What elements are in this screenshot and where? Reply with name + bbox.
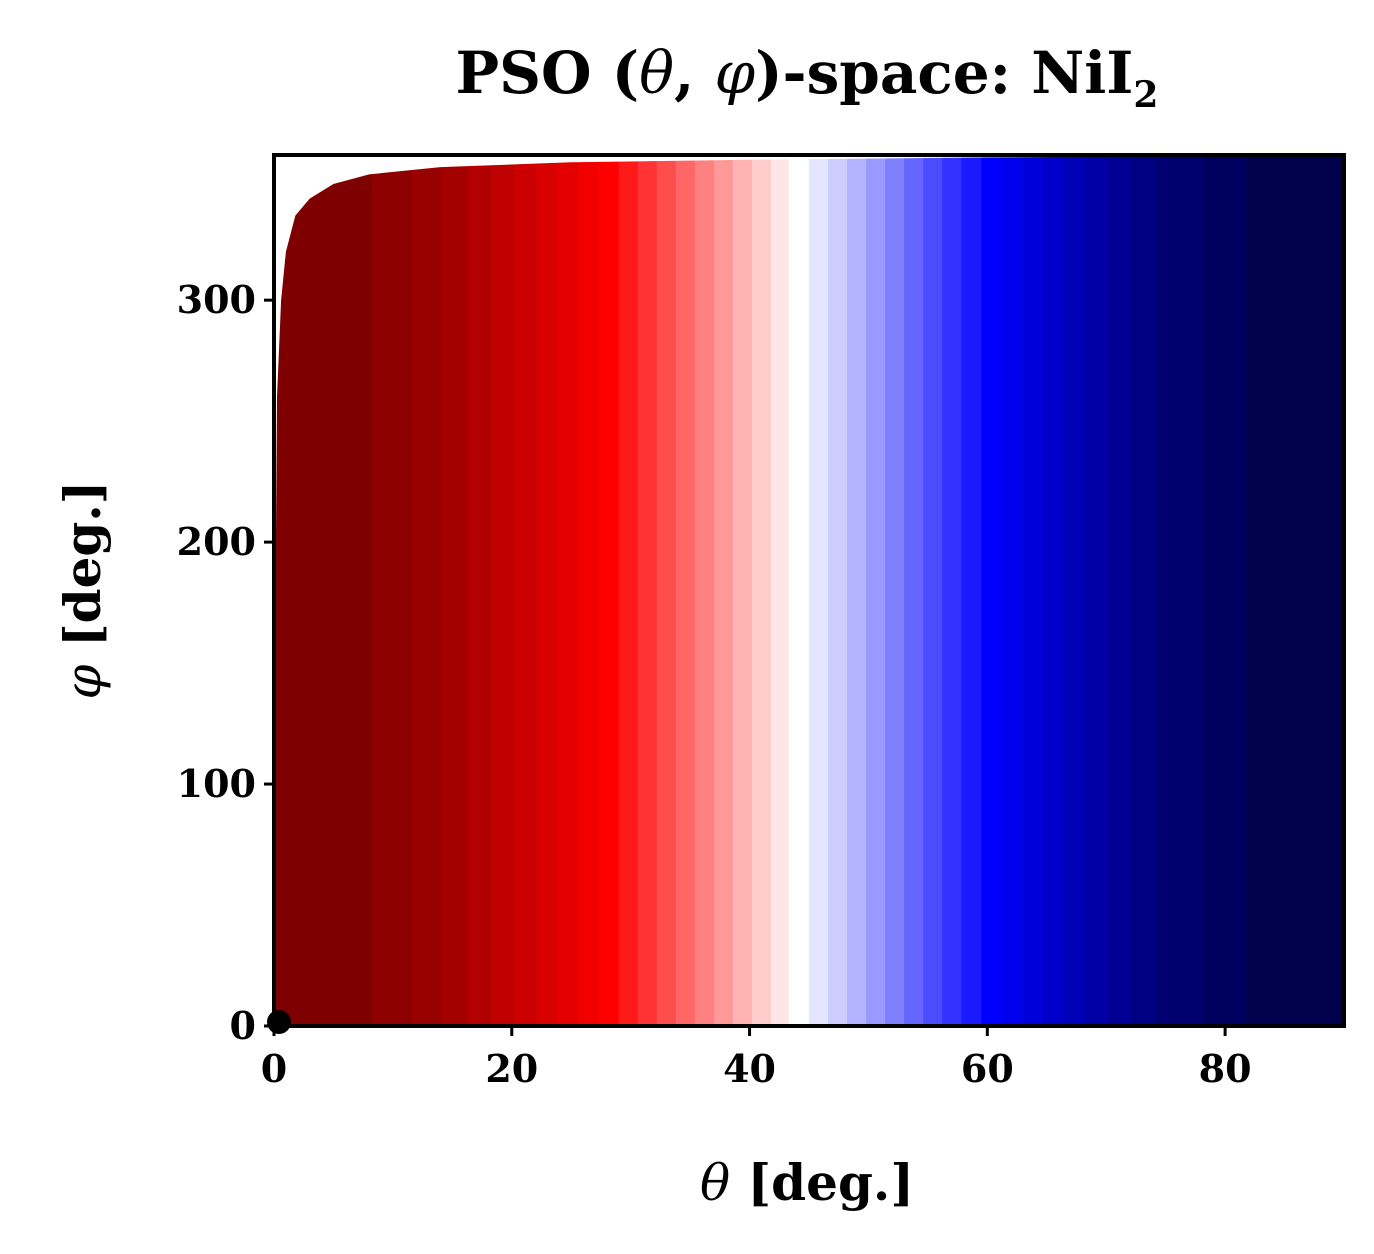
x-tick-label: 0 [261, 1046, 287, 1091]
contour-band [904, 155, 924, 1026]
contour-band [491, 155, 515, 1026]
chart-title: PSO (θ, φ)-space: NiI2 [456, 39, 1159, 116]
contour-band [713, 155, 734, 1026]
contour-band [885, 155, 905, 1026]
contour-band [441, 155, 469, 1026]
x-tick-label: 80 [1199, 1046, 1252, 1091]
contour-band [1063, 155, 1086, 1026]
contour-band [371, 155, 413, 1026]
contour-band [637, 155, 658, 1026]
y-axis-title: φ [deg.] [53, 481, 112, 700]
y-axis-symbol: φ [54, 664, 112, 699]
contour-band [467, 155, 493, 1026]
y-tick-label: 100 [177, 761, 256, 806]
plot-frame [272, 153, 1346, 1028]
contour-band [578, 155, 600, 1026]
contour-band [866, 155, 886, 1026]
x-axis-title: θ [deg.] [700, 1153, 914, 1212]
contour-band [618, 155, 639, 1026]
contour-band [770, 155, 790, 1026]
contour-band [274, 155, 373, 1026]
contour-bands [274, 155, 1344, 1026]
contour-band [809, 155, 829, 1026]
chart-title-prefix: PSO ( [456, 39, 640, 107]
contour-band [656, 155, 677, 1026]
chart-title-subscript: 2 [1133, 74, 1158, 116]
x-tick-label: 40 [723, 1046, 776, 1091]
contour-band [1156, 155, 1205, 1026]
contour-band [981, 155, 1003, 1026]
y-tick-label: 0 [230, 1003, 256, 1048]
contour-band [828, 155, 848, 1026]
contour-band [675, 155, 696, 1026]
chart-title-separator: , [674, 39, 714, 107]
contour-band [1107, 155, 1132, 1026]
contour-band [751, 155, 772, 1026]
x-tick-label: 20 [485, 1046, 538, 1091]
chart-title-phi: φ [714, 39, 755, 107]
y-tick-label: 300 [177, 277, 256, 322]
contour-band [1084, 155, 1109, 1026]
contour-band [536, 155, 559, 1026]
contour-band [514, 155, 538, 1026]
x-axis: 0 20 40 60 80 [261, 1026, 1252, 1091]
y-axis: 0 100 200 300 [177, 277, 274, 1048]
x-axis-symbol: θ [700, 1154, 730, 1212]
y-tick-label: 200 [177, 519, 256, 564]
contour-band [411, 155, 443, 1026]
contour-band [694, 155, 715, 1026]
x-tick-label: 60 [961, 1046, 1014, 1091]
contour-band [788, 155, 810, 1026]
contour-band [961, 155, 982, 1026]
contour-band [558, 155, 579, 1026]
contour-band [1042, 155, 1065, 1026]
chart-title-theta: θ [639, 39, 674, 107]
x-axis-unit: [deg.] [730, 1153, 914, 1212]
contour-band [598, 155, 620, 1026]
chart-title-suffix: )-space: NiI [755, 39, 1133, 107]
contour-band [942, 155, 962, 1026]
contour-band [1203, 155, 1248, 1026]
contour-band [847, 155, 867, 1026]
optimum-marker [267, 1010, 291, 1034]
contour-band [1131, 155, 1157, 1026]
contour-band [923, 155, 943, 1026]
contour-band [1246, 155, 1344, 1026]
plot-area [274, 155, 1344, 1026]
y-axis-unit: [deg.] [53, 481, 112, 665]
contour-band [1001, 155, 1023, 1026]
contour-band [1021, 155, 1043, 1026]
contour-band [732, 155, 753, 1026]
